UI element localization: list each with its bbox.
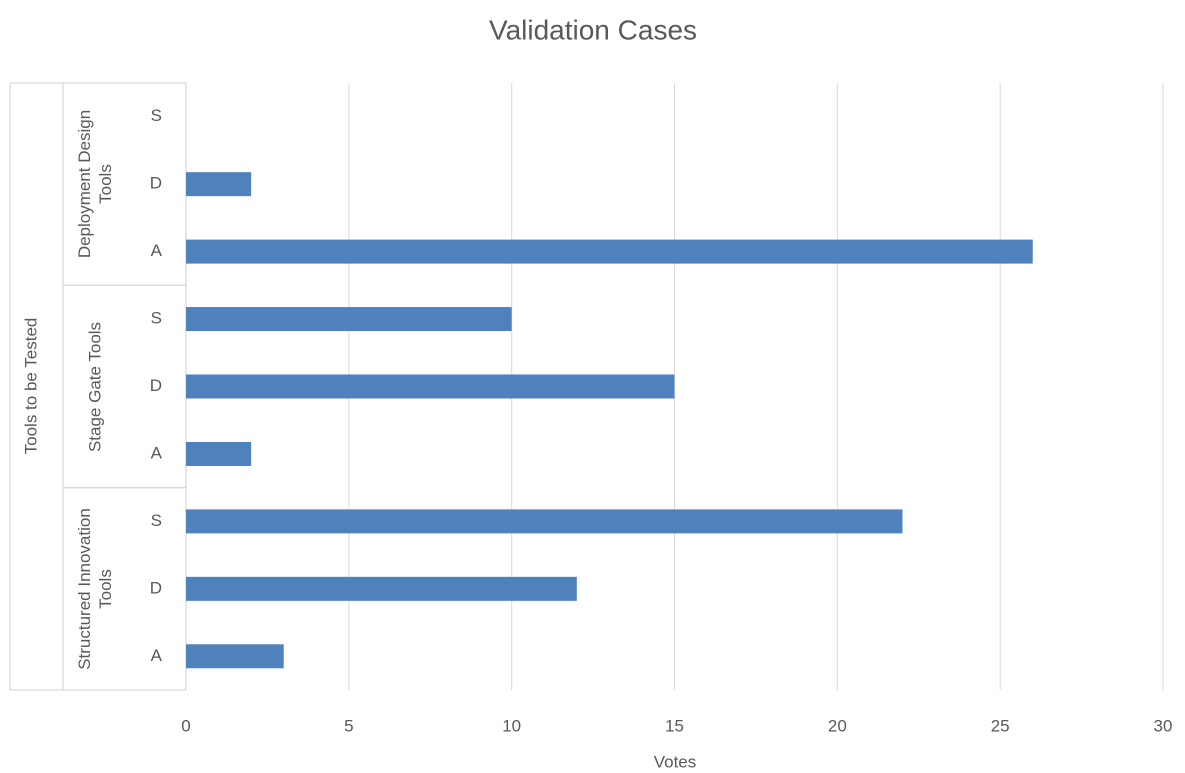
chart-title: Validation Cases — [489, 14, 697, 45]
y-tick-label: A — [151, 646, 163, 665]
x-tick-label: 0 — [181, 716, 190, 735]
bar — [186, 644, 284, 669]
y-tick-label: A — [151, 443, 163, 462]
bar — [186, 172, 252, 197]
x-tick-label: 20 — [828, 716, 847, 735]
y-tick-label: A — [151, 241, 163, 260]
x-tick-label: 5 — [344, 716, 353, 735]
x-axis-title: Votes — [654, 752, 697, 771]
y-tick-label: D — [150, 174, 162, 193]
x-tick-label: 10 — [502, 716, 521, 735]
y-tick-label: S — [151, 309, 162, 328]
bar — [186, 441, 252, 466]
y-tick-label: D — [150, 578, 162, 597]
y-tick-label: S — [151, 511, 162, 530]
bar — [186, 374, 675, 399]
x-tick-label: 15 — [665, 716, 684, 735]
group-label: Stage Gate Tools — [85, 321, 105, 452]
y-axis-title: Tools to be Tested — [21, 318, 40, 455]
y-tick-label: S — [151, 106, 162, 125]
bar — [186, 509, 903, 534]
bar — [186, 576, 577, 601]
bar — [186, 307, 512, 332]
group-label: Structured Innovation Tools — [75, 508, 115, 670]
x-tick-label: 30 — [1154, 716, 1173, 735]
y-tick-label: D — [150, 376, 162, 395]
group-label: Deployment Design Tools — [75, 109, 115, 259]
bar — [186, 239, 1033, 264]
x-tick-label: 25 — [991, 716, 1010, 735]
